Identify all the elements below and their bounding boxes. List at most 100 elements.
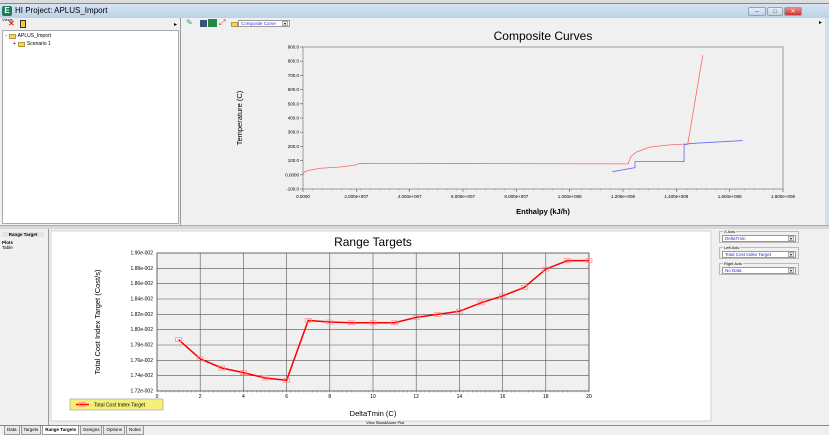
folder-icon <box>8 33 16 39</box>
chevron-down-icon[interactable]: ▾ <box>788 236 794 241</box>
curve-icon[interactable]: ⤢ <box>219 18 226 27</box>
data-point <box>520 285 528 290</box>
y-tick-label: 1.88e-002 <box>130 266 153 272</box>
data-point <box>196 356 204 362</box>
data-point <box>304 318 312 323</box>
tab-range-targets[interactable]: Range Targets <box>42 426 80 435</box>
data-point <box>175 337 182 342</box>
nav-item-table[interactable]: Table <box>2 245 13 250</box>
tab-targets[interactable]: Targets <box>20 426 42 435</box>
bottom-tabs: Data Targets Range Targets Designs Options No… <box>0 425 829 435</box>
tab-data[interactable]: Data <box>4 426 20 435</box>
range-targets-pane: Range Targets DeltaTmin (C) Total Cost Ind… <box>48 229 713 425</box>
pin-icon[interactable]: ▸ <box>174 22 178 28</box>
y-tick-label: 900.0 <box>288 45 300 50</box>
x-tick-label: 4 <box>242 394 245 400</box>
tab-designs[interactable]: Designs <box>80 426 103 435</box>
left-toolbar: Views ✕ ▸ <box>0 17 180 30</box>
left-axis-select[interactable]: Total Cost Index Target ▾ <box>722 251 796 258</box>
minimize-button[interactable]: – <box>748 7 766 16</box>
right-axis-group: Right Axis No Data ▾ <box>719 261 799 275</box>
x-axis-group: X Axis DeltaTmin ▾ <box>719 229 799 243</box>
x-tick-label: 2.000e+007 <box>344 194 368 199</box>
cold-composite-curve <box>612 140 743 173</box>
x-axis-select[interactable]: DeltaTmin ▾ <box>722 235 796 242</box>
x-tick-label: 1.000e+008 <box>558 194 582 199</box>
left-axis-label: Left Axis <box>723 245 741 250</box>
edit-icon[interactable]: ✎ <box>186 18 193 27</box>
document-icon[interactable] <box>20 20 26 28</box>
composite-curves-chart: Composite Curves Enthalpy (kJ/h) Temperatu… <box>235 29 795 216</box>
vertical-scrollbar[interactable] <box>825 18 829 225</box>
y-tick-label: 0.0000 <box>285 172 299 177</box>
right-axis-select[interactable]: No Data ▾ <box>722 267 796 274</box>
tree-item-label: Scenario 1 <box>26 41 51 47</box>
view-select[interactable]: Composite Curve ▾ <box>238 20 290 27</box>
x-tick-label: 8 <box>328 394 331 400</box>
y-axis-title: Temperature (C) <box>235 90 244 145</box>
chevron-down-icon[interactable]: ▾ <box>282 21 288 26</box>
chevron-down-icon[interactable]: ▾ <box>788 268 794 273</box>
y-tick-label: 300.0 <box>288 130 300 135</box>
chevron-down-icon[interactable]: ▾ <box>788 252 794 257</box>
right-axis-value: No Data <box>725 268 742 273</box>
y-tick-label: 1.82e-002 <box>130 312 153 318</box>
data-point <box>348 320 355 326</box>
y-tick-label: 700.0 <box>288 73 300 78</box>
series-line <box>178 259 589 382</box>
y-tick-label: 1.84e-002 <box>130 297 153 303</box>
standalone-plot-link[interactable]: View StandAlone Plot <box>366 420 405 425</box>
views-label: Views <box>2 17 13 22</box>
title-bar: E HI Project: APLUS_Import – □ ✕ <box>0 4 829 18</box>
x-tick-label: 0.0000 <box>296 194 310 199</box>
x-tick-label: 12 <box>413 394 419 400</box>
x-tick-label: 18 <box>543 394 549 400</box>
tab-options[interactable]: Options <box>103 426 125 435</box>
y-tick-label: -100.0 <box>286 187 299 192</box>
y-tick-label: 1.74e-002 <box>130 373 153 379</box>
y-tick-label: 100.0 <box>288 158 300 163</box>
view-select-value: Composite Curve <box>241 21 276 26</box>
nav-pane: Range Target Plots Table <box>0 229 46 425</box>
x-tick-label: 14 <box>457 394 463 400</box>
pin-icon[interactable]: ▸ <box>819 20 823 26</box>
chart-title: Composite Curves <box>494 29 593 43</box>
chart-icon[interactable] <box>200 20 207 27</box>
legend-label: Total Cost Index Target <box>94 403 146 409</box>
left-axis-value: Total Cost Index Target <box>725 252 771 257</box>
x-axis-label: X Axis <box>723 229 737 234</box>
x-tick-label: 0 <box>156 394 159 400</box>
maximize-button[interactable]: □ <box>767 7 783 16</box>
x-tick-label: 1.600e+008 <box>718 194 742 199</box>
right-axis-label: Right Axis <box>723 261 743 266</box>
y-tick-label: 400.0 <box>288 116 300 121</box>
data-point <box>391 320 398 326</box>
close-button[interactable]: ✕ <box>784 7 802 16</box>
tree-item-project[interactable]: - APLUS_Import <box>5 33 51 39</box>
data-point <box>412 315 420 320</box>
nav-item-plots[interactable]: Plots <box>2 240 14 245</box>
data-point <box>585 258 593 264</box>
y-axis-title: Total Cost Index Target (Cost/s) <box>93 269 102 374</box>
pane-splitter[interactable] <box>0 225 829 229</box>
grid-icon[interactable] <box>208 19 217 27</box>
left-axis-group: Left Axis Total Cost Index Target ▾ <box>719 245 799 259</box>
expand-icon[interactable]: + <box>13 41 16 47</box>
x-tick-label: 6 <box>285 394 288 400</box>
composite-pane: ✎ ⤢ Composite Curve ▾ ▸ Composite Curves E… <box>183 18 829 225</box>
y-tick-label: 1.76e-002 <box>130 358 153 364</box>
app-icon: E <box>2 6 12 16</box>
folder-icon <box>231 22 238 27</box>
y-tick-label: 1.90e-002 <box>130 251 153 257</box>
y-tick-label: 600.0 <box>288 87 300 92</box>
tree-item-label: APLUS_Import <box>17 33 52 39</box>
tab-notes[interactable]: Notes <box>126 426 144 435</box>
x-tick-label: 1.200e+008 <box>611 194 635 199</box>
delete-icon[interactable]: ✕ <box>8 19 15 28</box>
x-tick-label: 16 <box>500 394 506 400</box>
collapse-icon[interactable]: - <box>5 33 7 39</box>
data-point <box>240 370 247 375</box>
tree-item-scenario[interactable]: + Scenario 1 <box>13 41 51 47</box>
hot-composite-curve <box>302 55 704 175</box>
x-axis-title: DeltaTmin (C) <box>350 409 397 418</box>
